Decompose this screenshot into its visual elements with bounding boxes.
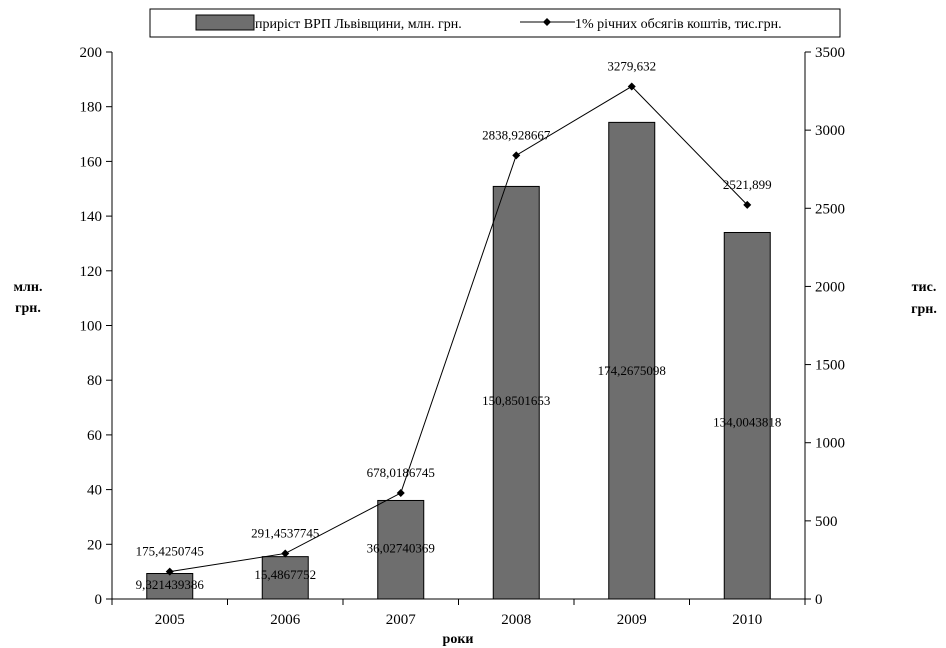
y2-tick-label-7: 3500 bbox=[815, 45, 845, 61]
y2-tick-label-2: 1000 bbox=[815, 436, 845, 452]
line-point-2005 bbox=[165, 567, 174, 576]
y-axis-title-line1: млн. bbox=[14, 280, 43, 295]
line-point-2009 bbox=[627, 82, 636, 91]
x-tick-label-2008: 2008 bbox=[501, 612, 531, 628]
y2-axis-title-line1: тис. bbox=[912, 280, 937, 295]
y-tick-label-10: 200 bbox=[80, 45, 103, 61]
y-tick-label-6: 120 bbox=[80, 264, 103, 280]
y-axis-title-line2: грн. bbox=[15, 301, 41, 316]
bar-label-2006: 15,4867752 bbox=[254, 567, 316, 582]
legend-line-label: 1% річних обсягів коштів, тис.грн. bbox=[575, 17, 782, 32]
x-tick-label-2009: 2009 bbox=[617, 612, 647, 628]
y2-axis-title-line2: грн. bbox=[911, 302, 937, 317]
x-axis-title: роки bbox=[443, 632, 474, 647]
legend-line-marker bbox=[543, 18, 551, 26]
y-tick-label-5: 100 bbox=[80, 319, 103, 335]
line-label-2006: 291,4537745 bbox=[251, 525, 319, 540]
y2-tick-label-6: 3000 bbox=[815, 123, 845, 139]
line-point-2006 bbox=[281, 549, 290, 558]
bar-label-2008: 150,8501653 bbox=[482, 393, 550, 408]
bar-2007 bbox=[377, 499, 425, 600]
line-label-2010: 2521,899 bbox=[723, 177, 772, 192]
line-label-2005: 175,4250745 bbox=[136, 544, 204, 559]
bar-series bbox=[146, 121, 771, 600]
line-path bbox=[169, 85, 748, 573]
legend: приріст ВРП Львівщини, млн. грн. 1% річн… bbox=[149, 8, 841, 38]
bar-label-2005: 9,321439386 bbox=[136, 577, 205, 592]
left-axis-ticks: 0 20 40 60 80 100 120 140 160 180 200 bbox=[80, 45, 112, 608]
x-tick-label-2010: 2010 bbox=[732, 612, 762, 628]
x-tick-label-2006: 2006 bbox=[270, 612, 301, 628]
bar-2006 bbox=[261, 556, 309, 600]
y-tick-label-7: 140 bbox=[80, 209, 103, 225]
y-tick-label-3: 60 bbox=[87, 428, 102, 444]
bar-2009 bbox=[608, 121, 656, 600]
line-point-2010 bbox=[743, 200, 752, 209]
legend-bar-label: приріст ВРП Львівщини, млн. грн. bbox=[255, 17, 462, 32]
y2-tick-label-5: 2500 bbox=[815, 201, 845, 217]
y2-tick-label-1: 500 bbox=[815, 514, 838, 530]
legend-frame bbox=[149, 8, 841, 38]
y-tick-label-4: 80 bbox=[87, 373, 102, 389]
bar-2010 bbox=[723, 231, 771, 600]
bar-2008 bbox=[492, 185, 540, 600]
legend-bar-swatch bbox=[195, 14, 255, 31]
y2-tick-label-4: 2000 bbox=[815, 279, 845, 295]
bar-label-2009: 174,2675098 bbox=[598, 363, 666, 378]
y2-tick-label-3: 1500 bbox=[815, 358, 845, 374]
y-tick-label-2: 40 bbox=[87, 483, 102, 499]
x-tick-label-2005: 2005 bbox=[155, 612, 185, 628]
x-tick-label-2007: 2007 bbox=[386, 612, 417, 628]
axes: 0 20 40 60 80 100 120 140 160 180 200 0 500 1000 1500… bbox=[80, 45, 846, 628]
y-tick-label-9: 180 bbox=[80, 100, 103, 116]
line-point-2008 bbox=[512, 151, 521, 160]
y-tick-label-8: 160 bbox=[80, 154, 103, 170]
line-label-2008: 2838,928667 bbox=[482, 127, 551, 142]
right-axis-ticks: 0 500 1000 1500 2000 2500 3000 3500 bbox=[805, 45, 845, 608]
y-tick-label-0: 0 bbox=[95, 592, 103, 608]
line-series bbox=[165, 82, 752, 576]
bar-2005 bbox=[146, 573, 194, 600]
bar-label-2010: 134,0043818 bbox=[713, 415, 781, 430]
line-label-2007: 678,0186745 bbox=[367, 465, 435, 480]
bar-label-2007: 36,02740369 bbox=[367, 541, 435, 556]
line-label-2009: 3279,632 bbox=[607, 58, 656, 73]
data-labels: 9,321439386 15,4867752 36,02740369 150,8501… bbox=[136, 58, 782, 592]
y2-tick-label-0: 0 bbox=[815, 592, 823, 608]
y-tick-label-1: 20 bbox=[87, 537, 102, 553]
x-axis-ticks: 2005 2006 2007 2008 2009 2010 bbox=[111, 599, 806, 628]
line-point-2007 bbox=[396, 489, 405, 498]
